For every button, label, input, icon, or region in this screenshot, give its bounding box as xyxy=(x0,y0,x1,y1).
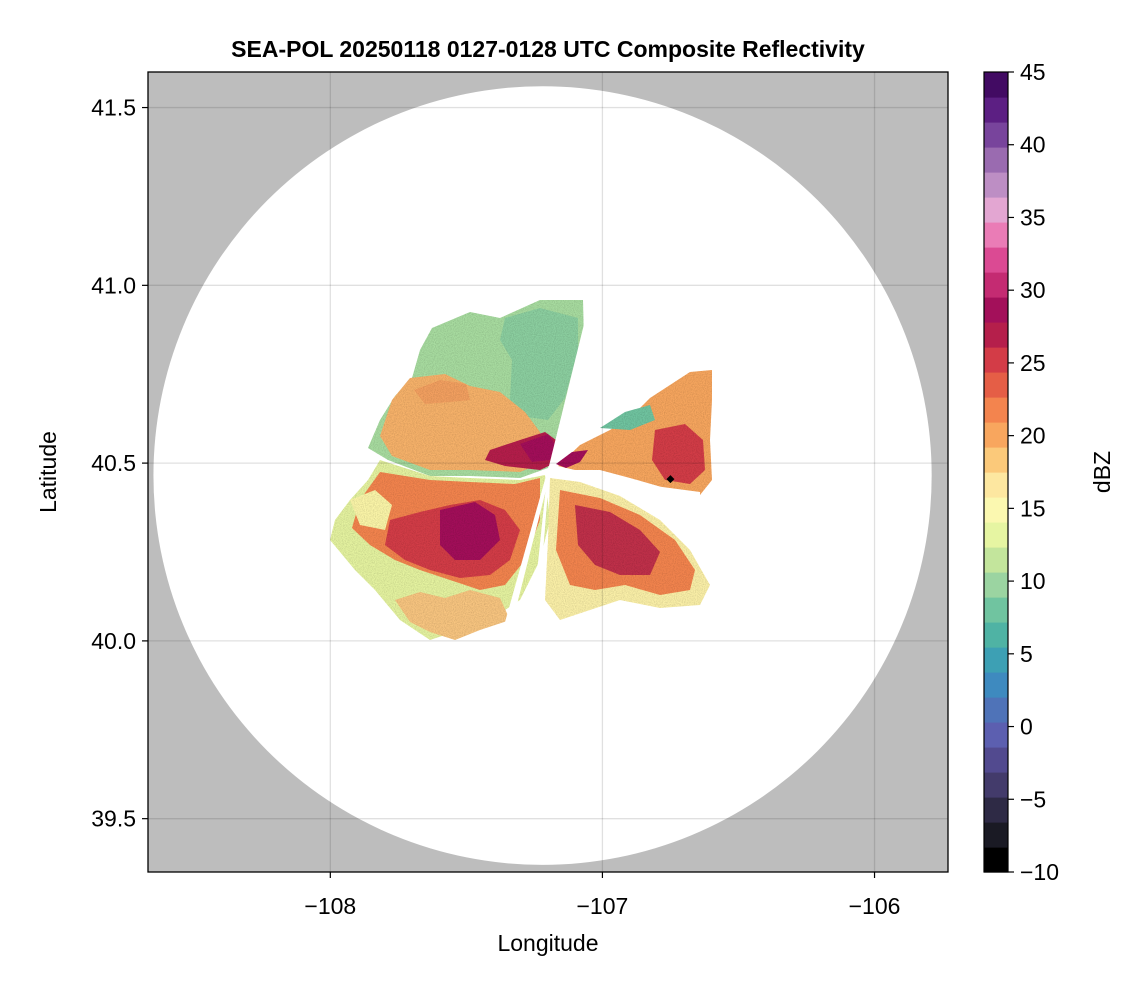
echo-southwest-core xyxy=(440,502,500,560)
colorbar-segment xyxy=(984,622,1008,648)
echo-southeast-core xyxy=(575,505,660,575)
x-tick-label: −108 xyxy=(304,893,356,919)
colorbar-segment xyxy=(984,172,1008,198)
colorbar-tick-label: 15 xyxy=(1020,495,1046,521)
colorbar-segment xyxy=(984,672,1008,698)
radar-site-marker xyxy=(666,475,675,484)
colorbar-tick-label: 0 xyxy=(1020,714,1033,740)
colorbar-segment xyxy=(984,72,1008,98)
colorbar-segment xyxy=(984,397,1008,423)
colorbar-frame xyxy=(983,71,1009,873)
colorbar-tick-label: 5 xyxy=(1020,641,1033,667)
gap-east xyxy=(550,472,700,498)
colorbar-label: dBZ xyxy=(1089,451,1115,493)
colorbar-segment xyxy=(984,347,1008,373)
colorbar-tick-label: 25 xyxy=(1020,350,1046,376)
colorbar-segment xyxy=(984,497,1008,523)
echo-northwest-peak xyxy=(520,434,555,462)
colorbar xyxy=(984,72,1008,873)
echo-southwest-light xyxy=(350,490,392,530)
colorbar-segment xyxy=(984,647,1008,673)
colorbar-segment xyxy=(984,147,1008,173)
colorbar-tick-label: 20 xyxy=(1020,423,1046,449)
gap-north xyxy=(548,300,600,470)
colorbar-segment xyxy=(984,422,1008,448)
colorbar-segment xyxy=(984,122,1008,148)
x-tick-label: −106 xyxy=(849,893,901,919)
plot-frame xyxy=(147,71,949,873)
colorbar-tick-label: −5 xyxy=(1020,786,1046,812)
colorbar-segment xyxy=(984,372,1008,398)
colorbar-tick-label: 10 xyxy=(1020,568,1046,594)
colorbar-segment xyxy=(984,97,1008,123)
echo-northwest-warm2 xyxy=(414,380,470,404)
colorbar-tick-label: 45 xyxy=(1020,59,1046,85)
colorbar-segment xyxy=(984,847,1008,873)
x-axis-label: Longitude xyxy=(497,930,598,956)
colorbar-segment xyxy=(984,197,1008,223)
colorbar-segment xyxy=(984,247,1008,273)
gridlines xyxy=(148,72,948,872)
colorbar-segment xyxy=(984,272,1008,298)
colorbar-segment xyxy=(984,772,1008,798)
colorbar-segment xyxy=(984,747,1008,773)
colorbar-segment xyxy=(984,547,1008,573)
colorbar-segment xyxy=(984,472,1008,498)
colorbar-segment xyxy=(984,722,1008,748)
colorbar-segment xyxy=(984,222,1008,248)
gap-south-1 xyxy=(500,476,549,640)
colorbar-tick-label: 40 xyxy=(1020,132,1046,158)
colorbar-segment xyxy=(984,297,1008,323)
gap-south-2 xyxy=(530,476,549,640)
colorbar-ticks: −10 −5 0 5 10 15 20 25 30 35 40 45 xyxy=(1008,59,1059,885)
y-tick-label: 41.0 xyxy=(91,272,136,298)
y-tick-label: 40.0 xyxy=(91,628,136,654)
echo-northeast-fringe xyxy=(600,405,655,430)
x-tick-label: −107 xyxy=(577,893,629,919)
colorbar-tick-label: 35 xyxy=(1020,204,1046,230)
colorbar-segment xyxy=(984,322,1008,348)
y-tick-label: 40.5 xyxy=(91,450,136,476)
colorbar-segment xyxy=(984,697,1008,723)
chart-title: SEA-POL 20250118 0127-0128 UTC Composite… xyxy=(231,36,865,62)
colorbar-segment xyxy=(984,597,1008,623)
colorbar-segment xyxy=(984,522,1008,548)
colorbar-segment xyxy=(984,797,1008,823)
echo-northwest-green xyxy=(500,308,578,420)
colorbar-segment xyxy=(984,572,1008,598)
colorbar-segment xyxy=(984,822,1008,848)
echo-northeast-core xyxy=(652,424,705,484)
colorbar-tick-label: −10 xyxy=(1020,859,1059,885)
y-axis-label: Latitude xyxy=(35,431,61,513)
colorbar-segment xyxy=(984,447,1008,473)
beam-blockage-gaps xyxy=(500,300,700,640)
y-tick-label: 41.5 xyxy=(91,95,136,121)
y-axis-ticks: 39.5 40.0 40.5 41.0 41.5 xyxy=(91,95,148,832)
reflectivity-echoes xyxy=(330,300,712,640)
echo-northeast-peak xyxy=(556,450,588,468)
y-tick-label: 39.5 xyxy=(91,806,136,832)
echo-south-fringe xyxy=(395,590,510,640)
plot-area xyxy=(148,72,948,872)
colorbar-tick-label: 30 xyxy=(1020,277,1046,303)
x-axis-ticks: −108 −107 −106 xyxy=(304,872,900,919)
